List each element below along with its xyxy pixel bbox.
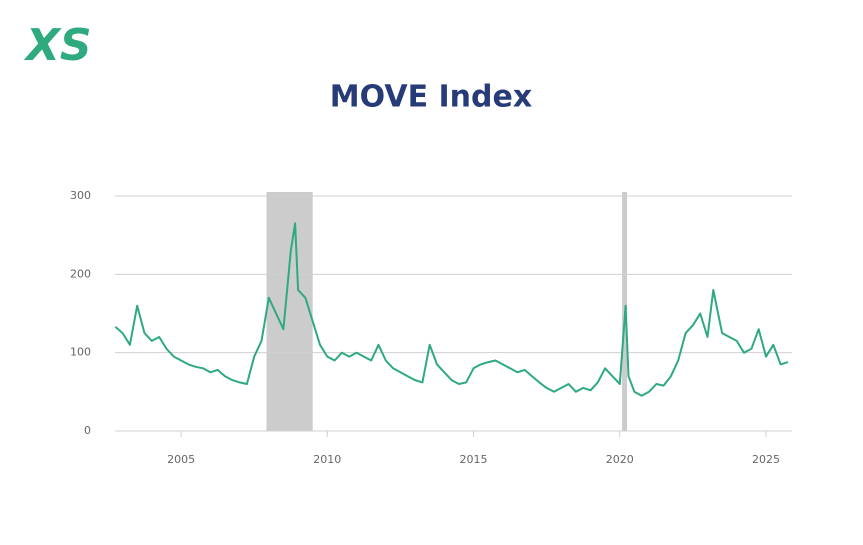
y-tick-label: 300 [70, 189, 91, 202]
x-tick-label: 2015 [460, 453, 488, 466]
data-line [114, 222, 789, 397]
chart-title: MOVE Index [330, 80, 532, 115]
y-tick-label: 100 [70, 346, 91, 359]
x-tick-label: 2025 [752, 453, 780, 466]
logo: XS [23, 20, 92, 71]
x-tick-label: 2010 [313, 453, 341, 466]
x-tick-label: 2005 [167, 453, 195, 466]
y-tick-label: 0 [84, 424, 91, 437]
shaded-period [266, 192, 313, 431]
y-tick-label: 200 [70, 267, 91, 280]
x-tick-label: 2020 [606, 453, 634, 466]
